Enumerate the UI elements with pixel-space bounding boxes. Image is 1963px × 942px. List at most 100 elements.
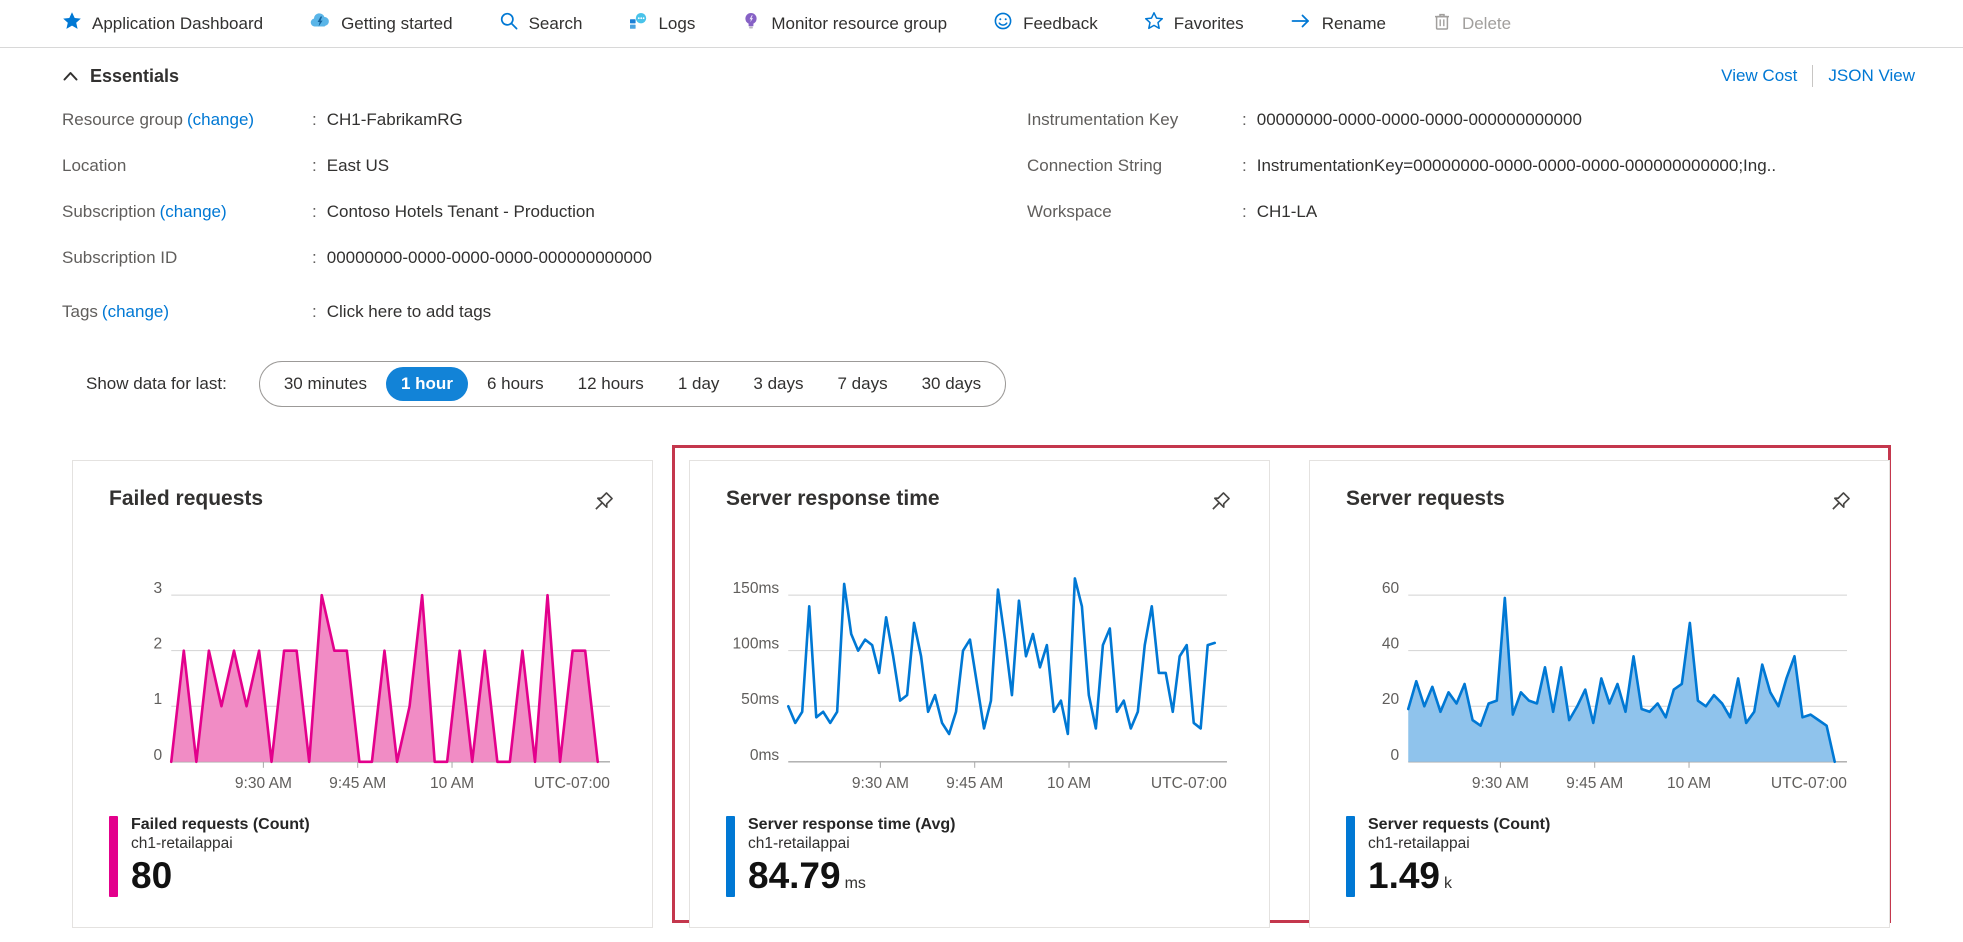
legend-resource: ch1-retailappai [131, 834, 233, 852]
failed-requests-card: Failed requests 0 1 2 3 9:30 AM 9:45 AM 10 AM U… [72, 460, 653, 928]
getting-started-button[interactable]: Getting started [309, 11, 453, 36]
server-response-time-chart[interactable]: 0ms 50ms 100ms 150ms 9:30 AM 9:45 AM 10 AM UTC-… [726, 561, 1233, 804]
legend-value: 80 [131, 854, 173, 896]
favorites-button[interactable]: Favorites [1144, 11, 1244, 36]
location-label: Location [62, 156, 127, 175]
time-option-7-days[interactable]: 7 days [837, 374, 888, 393]
svg-text:10 AM: 10 AM [430, 775, 474, 792]
instrumentation-key-label: Instrumentation Key [1027, 110, 1179, 129]
time-range-row: Show data for last: 30 minutes 1 hour 6 … [86, 361, 1963, 407]
logs-button[interactable]: Logs [628, 11, 695, 36]
svg-text:3: 3 [154, 580, 163, 597]
svg-text:UTC-07:00: UTC-07:00 [1151, 775, 1227, 792]
workspace-value[interactable]: CH1-LA [1256, 202, 1318, 221]
server-requests-legend: Server requests (Count) ch1-retailappai … [1346, 815, 1853, 897]
failed-requests-chart[interactable]: 0 1 2 3 9:30 AM 9:45 AM 10 AM UTC-07:00 [109, 561, 616, 804]
instrumentation-key-row: Instrumentation Key : 00000000-0000-0000… [1027, 110, 1582, 129]
time-option-12-hours[interactable]: 12 hours [577, 374, 644, 393]
cloud-bolt-icon [309, 11, 331, 36]
time-option-1-day[interactable]: 1 day [677, 374, 720, 393]
svg-text:10 AM: 10 AM [1667, 775, 1711, 792]
search-icon [499, 11, 519, 36]
delete-label: Delete [1461, 13, 1512, 33]
server-requests-title: Server requests [1346, 487, 1505, 510]
application-dashboard-label: Application Dashboard [92, 13, 264, 33]
server-response-time-legend: Server response time (Avg) ch1-retailapp… [726, 815, 1233, 897]
time-option-3-days[interactable]: 3 days [753, 374, 804, 393]
time-option-30-days[interactable]: 30 days [921, 374, 982, 393]
feedback-label: Feedback [1023, 13, 1098, 33]
delete-button: Delete [1432, 11, 1511, 36]
rename-button[interactable]: Rename [1290, 11, 1386, 36]
location-row: Location : East US [62, 156, 390, 175]
svg-text:9:30 AM: 9:30 AM [1472, 775, 1529, 792]
svg-text:UTC-07:00: UTC-07:00 [1771, 775, 1847, 792]
monitor-resource-group-button[interactable]: Monitor resource group [741, 11, 947, 36]
view-cost-link[interactable]: View Cost [1721, 66, 1798, 85]
pin-icon[interactable] [1826, 489, 1853, 521]
failed-requests-legend: Failed requests (Count) ch1-retailappai … [109, 815, 616, 897]
tags-change-link[interactable]: (change) [101, 302, 170, 321]
subscription-id-row: Subscription ID : 00000000-0000-0000-000… [62, 248, 652, 267]
legend-resource: ch1-retailappai [748, 834, 850, 852]
essentials-title[interactable]: Essentials [90, 65, 180, 86]
pin-icon[interactable] [1206, 489, 1233, 521]
subscription-row: Subscription (change) : Contoso Hotels Te… [62, 202, 595, 221]
svg-text:50ms: 50ms [741, 691, 779, 708]
essentials-header: Essentials View Cost JSON View [62, 65, 1915, 87]
server-response-time-title: Server response time [726, 487, 940, 510]
subscription-label: Subscription [62, 202, 156, 221]
connection-string-row: Connection String : InstrumentationKey=0… [1027, 156, 1777, 175]
star-filled-icon [62, 11, 82, 36]
server-response-time-card: Server response time 0ms 50ms 100ms 150ms 9:… [689, 460, 1270, 928]
json-view-link[interactable]: JSON View [1828, 66, 1915, 85]
tags-label: Tags [62, 302, 98, 321]
svg-text:0: 0 [154, 747, 163, 764]
svg-text:9:45 AM: 9:45 AM [329, 775, 386, 792]
time-option-30-minutes[interactable]: 30 minutes [283, 374, 367, 393]
svg-text:9:45 AM: 9:45 AM [1566, 775, 1623, 792]
pin-icon[interactable] [589, 489, 616, 521]
svg-text:9:30 AM: 9:30 AM [235, 775, 292, 792]
search-button[interactable]: Search [499, 11, 583, 36]
server-requests-chart[interactable]: 0 20 40 60 9:30 AM 9:45 AM 10 AM UTC-07:00 [1346, 561, 1853, 804]
logs-icon [628, 11, 648, 36]
resource-group-change-link[interactable]: (change) [186, 110, 255, 129]
getting-started-label: Getting started [341, 13, 453, 33]
workspace-label: Workspace [1027, 202, 1112, 221]
favorites-label: Favorites [1173, 13, 1244, 33]
location-value: East US [326, 156, 390, 175]
legend-color-bar [109, 815, 118, 897]
time-range-label: Show data for last: [86, 374, 227, 393]
time-option-1-hour[interactable]: 1 hour [385, 367, 468, 401]
svg-text:0: 0 [1391, 747, 1400, 764]
svg-text:40: 40 [1382, 636, 1400, 653]
svg-text:60: 60 [1382, 580, 1400, 597]
subscription-change-link[interactable]: (change) [159, 202, 227, 221]
application-dashboard-button[interactable]: Application Dashboard [62, 11, 263, 36]
smiley-icon [993, 11, 1013, 36]
svg-text:9:30 AM: 9:30 AM [852, 775, 909, 792]
svg-text:UTC-07:00: UTC-07:00 [534, 775, 610, 792]
feedback-button[interactable]: Feedback [993, 11, 1098, 36]
tags-row: Tags (change) : Click here to add tags [62, 302, 492, 321]
search-label: Search [528, 13, 583, 33]
lightbulb-icon [741, 11, 761, 36]
legend-metric: Server requests (Count) [1368, 815, 1551, 833]
logs-label: Logs [658, 13, 696, 33]
time-option-6-hours[interactable]: 6 hours [486, 374, 544, 393]
subscription-id-value: 00000000-0000-0000-0000-000000000000 [326, 248, 652, 267]
legend-metric: Failed requests (Count) [131, 815, 310, 833]
tags-add-link[interactable]: Click here to add tags [326, 302, 492, 321]
collapse-chevron-icon[interactable] [62, 70, 79, 82]
resource-group-row: Resource group (change) : CH1-FabrikamRG [62, 110, 463, 129]
legend-resource: ch1-retailappai [1368, 834, 1470, 852]
links-divider [1812, 65, 1814, 87]
legend-value: 1.49 [1368, 854, 1441, 896]
legend-unit: k [1444, 874, 1453, 892]
legend-color-bar [726, 815, 735, 897]
resource-group-value[interactable]: CH1-FabrikamRG [326, 110, 463, 129]
monitor-resource-group-label: Monitor resource group [771, 13, 948, 33]
subscription-value[interactable]: Contoso Hotels Tenant - Production [326, 202, 595, 221]
command-bar: Application Dashboard Getting started Se… [0, 0, 1963, 48]
